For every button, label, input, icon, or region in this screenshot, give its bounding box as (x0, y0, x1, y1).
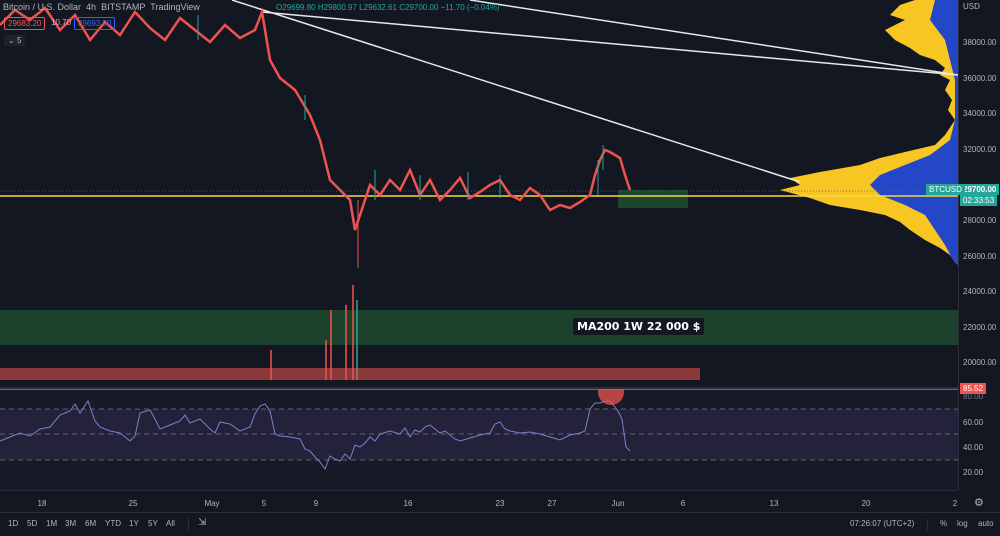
range-5d-button[interactable]: 5D (27, 519, 38, 528)
rsi-peak-marker (598, 389, 624, 405)
symbol-tag: BTCUSD (926, 184, 965, 195)
go-to-date-icon[interactable]: ⇲ (198, 517, 207, 528)
price-tick: 36000.00 (963, 74, 997, 83)
log-toggle[interactable]: log (957, 519, 968, 528)
demand-zone (618, 190, 688, 208)
buy-price-button[interactable]: 29693.90 (74, 17, 116, 30)
price-tick: 32000.00 (963, 145, 997, 154)
price-series (0, 6, 632, 231)
rsi-tick: 60.00 (963, 418, 984, 427)
time-tick: 6 (680, 499, 686, 508)
divider (927, 519, 928, 530)
rsi-tick: 20.00 (963, 468, 984, 477)
range-ytd-button[interactable]: YTD (105, 519, 121, 528)
candle-countdown: 02:33:53 (960, 195, 998, 206)
sell-price-button[interactable]: 29683.20 (4, 17, 46, 30)
time-tick: Jun (611, 499, 625, 508)
time-tick: 13 (769, 499, 779, 508)
trendline-lower (231, 0, 801, 183)
divider (188, 517, 189, 531)
rsi-line (0, 399, 631, 471)
range-3m-button[interactable]: 3M (65, 519, 77, 528)
price-tick: 34000.00 (963, 109, 997, 118)
time-tick: 16 (403, 499, 413, 508)
rsi-tick: 80.00 (963, 392, 984, 401)
range-5y-button[interactable]: 5Y (148, 519, 158, 528)
rsi-chart-canvas (0, 389, 958, 471)
rsi-tick: 40.00 (963, 443, 984, 452)
chevron-down-icon: ⌄ (8, 36, 15, 45)
range-1m-button[interactable]: 1M (46, 519, 58, 528)
time-tick: 27 (547, 499, 557, 508)
ma200-annotation[interactable]: MA200 1W 22 000 $ (573, 318, 705, 335)
trendline-top (469, 0, 958, 76)
price-tick: 38000.00 (963, 38, 997, 47)
trendline-upper (261, 11, 958, 76)
volume-baseline (0, 368, 700, 380)
price-tick: 28000.00 (963, 216, 997, 225)
time-tick: May (204, 499, 220, 508)
ohlc-values: O29699.80 H29800.97 L29632.61 C29700.00 … (276, 3, 500, 12)
rsi-pane[interactable] (0, 389, 958, 490)
clock-timezone[interactable]: 07:26:07 (UTC+2) (850, 519, 915, 528)
time-tick: 2 (952, 499, 958, 508)
source-label: TradingView (150, 2, 200, 12)
price-tick: 24000.00 (963, 287, 997, 296)
time-tick: 9 (313, 499, 319, 508)
price-tick: 26000.00 (963, 252, 997, 261)
settings-gear-icon[interactable]: ⚙ (974, 497, 984, 509)
time-tick: 25 (128, 499, 138, 508)
current-price-tag: 29700.00 (960, 184, 1000, 195)
range-all-button[interactable]: All (166, 519, 175, 528)
pane-separator[interactable] (0, 387, 1000, 389)
interval-label: 4h (86, 2, 97, 12)
rsi-alert-tag: 85.52 (960, 383, 987, 394)
range-1y-button[interactable]: 1Y (129, 519, 139, 528)
time-tick: 5 (261, 499, 267, 508)
indicators-collapse-button[interactable]: ⌄ 5 (4, 35, 26, 46)
price-axis[interactable]: USD 38000.00 36000.00 34000.00 32000.00 … (958, 0, 1000, 490)
price-chart-canvas (0, 0, 958, 380)
ma200-zone (0, 310, 958, 345)
time-axis[interactable]: 18 25 May 5 9 16 23 27 Jun 6 13 20 2 (0, 490, 958, 513)
price-tick: 22000.00 (963, 323, 997, 332)
range-1d-button[interactable]: 1D (8, 519, 19, 528)
exchange-label: BITSTAMP (101, 2, 146, 12)
time-tick: 23 (495, 499, 505, 508)
time-tick: 18 (37, 499, 47, 508)
range-6m-button[interactable]: 6M (85, 519, 97, 528)
auto-toggle[interactable]: auto (978, 519, 994, 528)
symbol-title: Bitcoin / U.S. Dollar (3, 2, 82, 12)
currency-label[interactable]: USD (963, 2, 980, 11)
time-tick: 20 (861, 499, 871, 508)
spread-value: 10.70 (51, 18, 72, 27)
volume-profile (780, 0, 958, 265)
symbol-legend[interactable]: Bitcoin / U.S. Dollar 4h BITSTAMP Tradin… (3, 2, 200, 12)
percent-toggle[interactable]: % (940, 519, 948, 528)
volume-bars (270, 285, 358, 380)
bottom-toolbar: 1D 5D 1M 3M 6M YTD 1Y 5Y All ⇲ 07:26:07 … (0, 512, 1000, 536)
price-pane[interactable]: MA200 1W 22 000 $ Bitcoin / U.S. Dollar … (0, 0, 958, 387)
rsi-band (0, 409, 958, 460)
price-tick: 20000.00 (963, 358, 997, 367)
